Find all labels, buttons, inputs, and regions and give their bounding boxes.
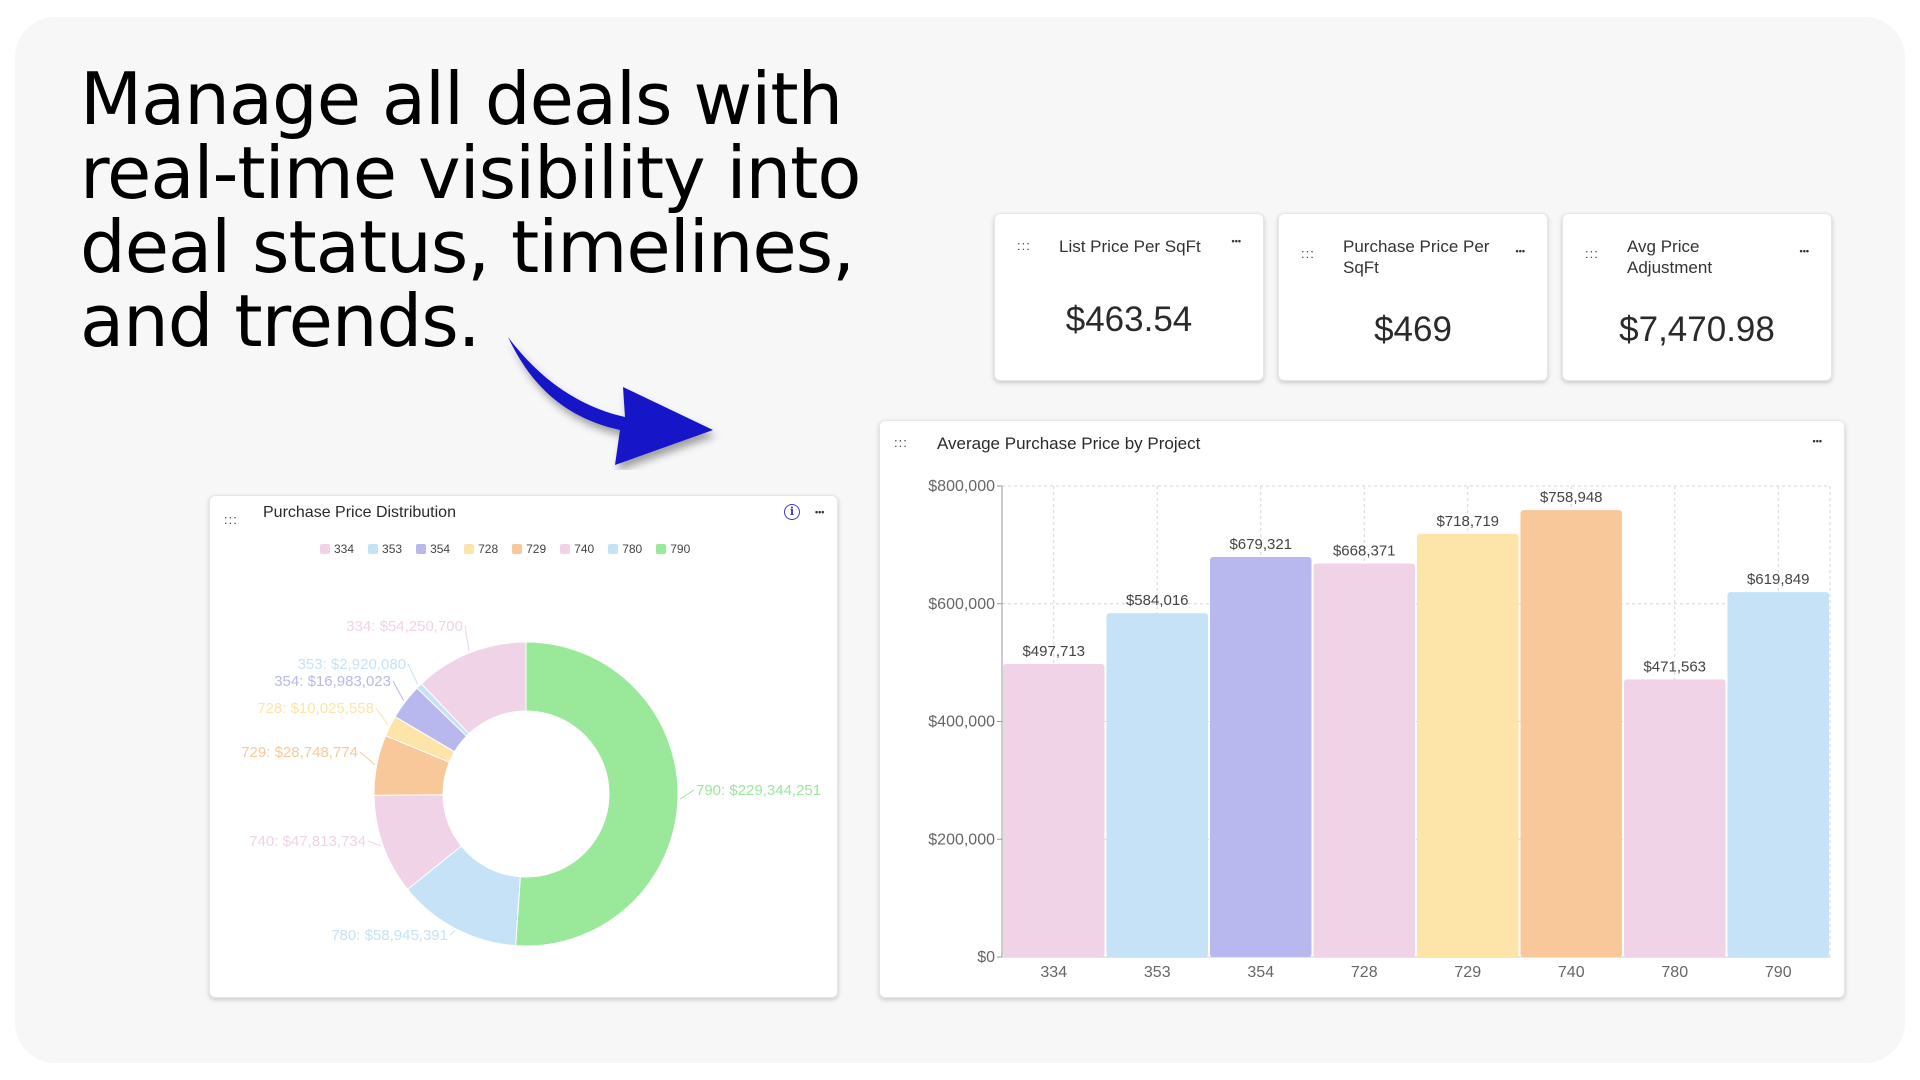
drag-handle-icon[interactable]: ::: <box>224 512 238 527</box>
legend-swatch <box>512 544 523 554</box>
more-horizontal-icon[interactable]: ••• <box>815 507 825 517</box>
legend-label: 334 <box>334 542 355 556</box>
kpi-title: Purchase Price Per SqFt <box>1343 237 1490 277</box>
bar-354[interactable] <box>1210 557 1312 957</box>
chart-legend: 334 353 354 728 729 740 780 790 <box>320 542 690 556</box>
headline: Manage all deals with real-time visibili… <box>80 57 861 363</box>
legend-item[interactable]: 334 <box>320 542 354 556</box>
slice-label: 790: $229,344,251 <box>696 782 821 799</box>
legend-label: 354 <box>430 542 451 556</box>
label-leader-line <box>375 707 389 726</box>
kpi-card-purchase-price-per-sqft: ::: Purchase Price Per SqFt ••• $469 <box>1278 213 1548 381</box>
bar-334[interactable] <box>1003 663 1105 957</box>
bar-data-label: $668,371 <box>1333 542 1396 559</box>
legend-label: 740 <box>574 542 595 556</box>
legend-swatch <box>368 544 379 554</box>
more-horizontal-icon[interactable]: ••• <box>1231 236 1241 246</box>
card-title: Purchase Price Distribution <box>263 504 456 521</box>
legend-item[interactable]: 354 <box>416 542 450 556</box>
legend-item[interactable]: 729 <box>512 542 546 556</box>
drag-handle-icon[interactable]: ::: <box>1017 238 1031 253</box>
drag-handle-icon[interactable]: ::: <box>1585 246 1599 261</box>
legend-swatch <box>464 544 475 554</box>
bar-780[interactable] <box>1624 679 1726 957</box>
kpi-card-avg-price-adjustment: ::: Avg Price Adjustment ••• $7,470.98 <box>1562 213 1832 381</box>
kpi-title: Avg Price Adjustment <box>1627 237 1713 277</box>
slice-label: 780: $58,945,391 <box>331 927 448 944</box>
y-tick-label: $0 <box>977 949 995 966</box>
legend-label: 729 <box>526 542 547 556</box>
label-leader-line <box>367 840 382 847</box>
legend-item[interactable]: 780 <box>608 542 642 556</box>
legend-swatch <box>416 544 427 554</box>
label-leader-line <box>392 680 405 701</box>
more-horizontal-icon[interactable]: ••• <box>1515 246 1525 256</box>
y-tick-label: $400,000 <box>928 714 995 731</box>
bar-chart: $0 $200,000 $400,000 $600,000 $800,000 $497,7… <box>928 478 1831 981</box>
drag-handle-icon[interactable]: ::: <box>894 435 908 450</box>
bar-data-label: $471,563 <box>1643 658 1706 675</box>
curved-arrow-icon <box>508 337 713 465</box>
legend-label: 353 <box>382 542 403 556</box>
label-leader-line <box>464 625 470 652</box>
bar-data-label: $679,321 <box>1229 536 1292 553</box>
y-tick-label: $800,000 <box>928 478 995 495</box>
bar-data-label: $718,719 <box>1436 513 1499 530</box>
x-tick-label: 354 <box>1247 964 1274 981</box>
legend-label: 728 <box>478 542 499 556</box>
bar-740[interactable] <box>1520 510 1623 957</box>
kpi-card-list-price-per-sqft: ::: List Price Per SqFt ••• $463.54 <box>994 213 1264 381</box>
legend-swatch <box>656 544 667 554</box>
legend-item[interactable]: 728 <box>464 542 498 556</box>
kpi-title: List Price Per SqFt <box>1059 237 1201 256</box>
kpi-value: $463.54 <box>1065 300 1193 339</box>
x-tick-label: 790 <box>1765 964 1792 981</box>
legend-swatch <box>320 544 330 554</box>
y-tick-label: $600,000 <box>928 596 995 613</box>
label-leader-line <box>407 663 419 685</box>
more-horizontal-icon[interactable]: ••• <box>1812 436 1822 446</box>
card-title: Average Purchase Price by Project <box>937 434 1201 453</box>
bar-data-label: $497,713 <box>1022 643 1085 660</box>
legend-label: 780 <box>622 542 643 556</box>
slice-label: 740: $47,813,734 <box>249 833 366 850</box>
label-leader-line <box>679 789 695 800</box>
legend-swatch <box>608 544 619 554</box>
slice-label: 353: $2,920,080 <box>298 656 406 673</box>
y-tick-label: $200,000 <box>928 831 995 848</box>
more-horizontal-icon[interactable]: ••• <box>1799 246 1809 256</box>
average-purchase-price-card: ::: Average Purchase Price by Project ••… <box>879 420 1845 998</box>
slice-label: 729: $28,748,774 <box>241 744 358 761</box>
label-leader-line <box>359 751 376 766</box>
bar-data-label: $619,849 <box>1747 571 1810 588</box>
bar-729[interactable] <box>1417 533 1519 957</box>
legend-swatch <box>560 544 571 554</box>
info-icon[interactable]: i <box>784 504 800 520</box>
bar-353[interactable] <box>1106 613 1209 957</box>
slice-label: 354: $16,983,023 <box>274 673 391 690</box>
x-tick-label: 780 <box>1661 964 1688 981</box>
label-leader-line <box>449 930 456 936</box>
legend-item[interactable]: 740 <box>560 542 594 556</box>
x-tick-label: 334 <box>1040 964 1067 981</box>
x-tick-label: 728 <box>1351 964 1378 981</box>
slice-label: 334: $54,250,700 <box>346 618 463 635</box>
x-tick-label: 729 <box>1454 964 1481 981</box>
kpi-value: $469 <box>1374 310 1452 349</box>
legend-item[interactable]: 790 <box>656 542 690 556</box>
legend-label: 790 <box>670 542 691 556</box>
bar-728[interactable] <box>1313 563 1416 957</box>
donut-slice-790[interactable] <box>515 641 679 947</box>
bar-data-label: $584,016 <box>1126 592 1189 609</box>
x-tick-label: 740 <box>1558 964 1585 981</box>
bar-data-label: $758,948 <box>1540 489 1603 506</box>
x-tick-label: 353 <box>1144 964 1171 981</box>
purchase-price-distribution-card: ::: Purchase Price Distribution i ••• 33… <box>209 495 838 998</box>
slice-label: 728: $10,025,558 <box>257 700 374 717</box>
bar-790[interactable] <box>1727 592 1830 957</box>
kpi-value: $7,470.98 <box>1619 310 1775 349</box>
drag-handle-icon[interactable]: ::: <box>1301 246 1315 261</box>
legend-item[interactable]: 353 <box>368 542 402 556</box>
